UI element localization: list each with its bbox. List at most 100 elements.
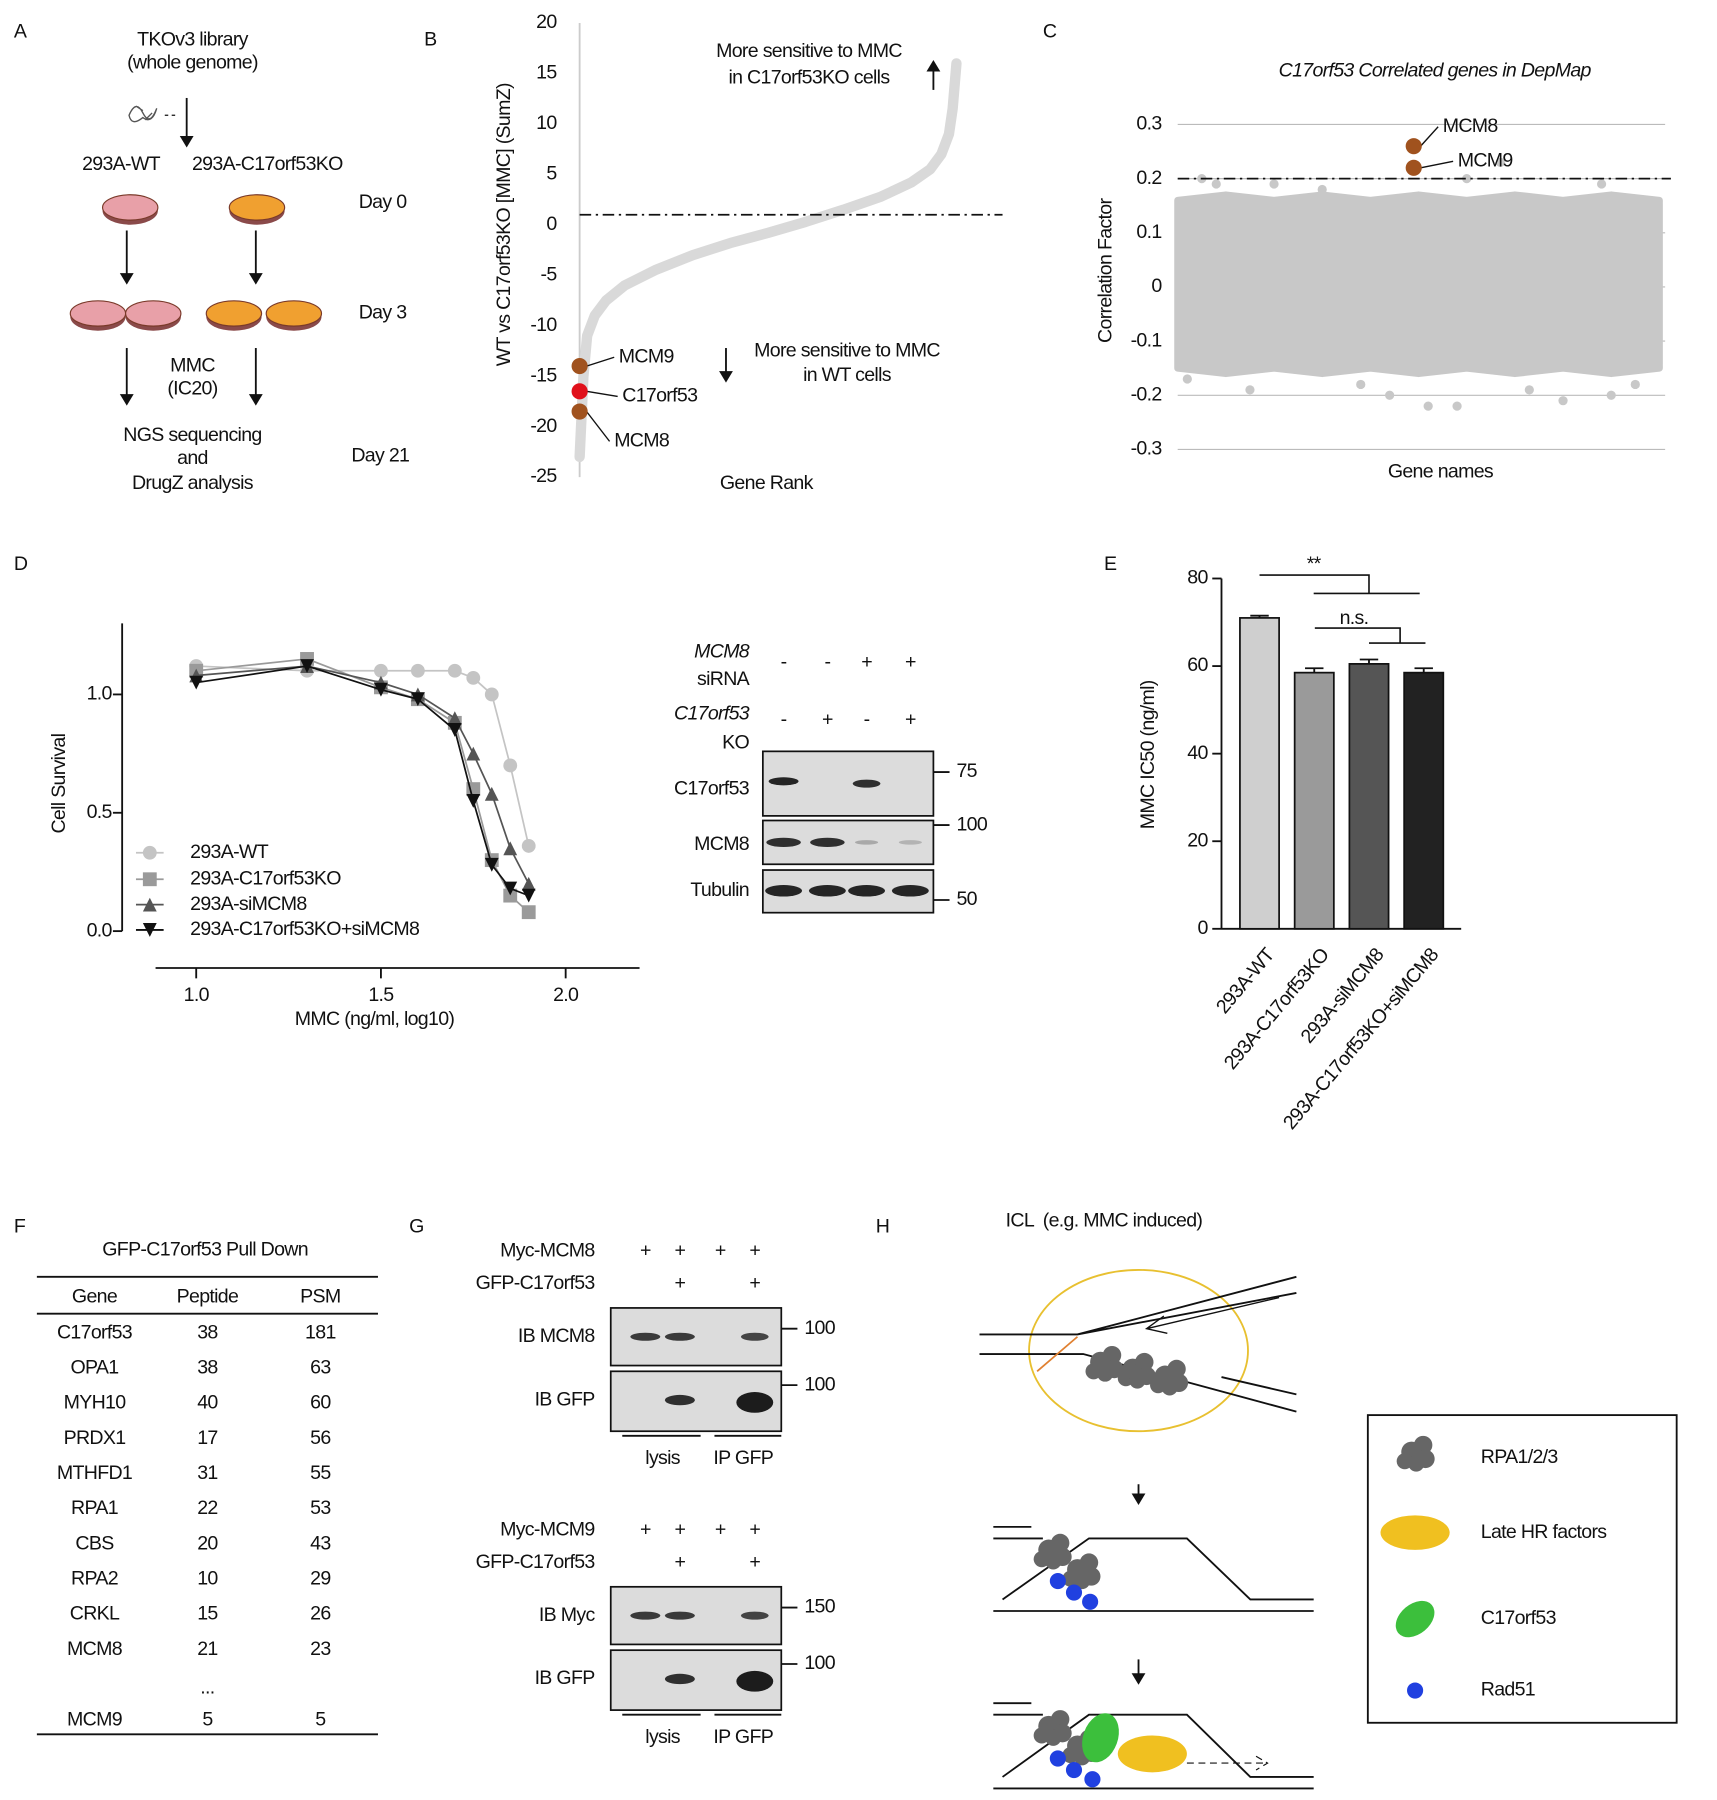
condition-label: KO bbox=[722, 731, 749, 753]
icl-region bbox=[1028, 1268, 1249, 1433]
x-tick-label: 1.0 bbox=[184, 984, 210, 1006]
rad51 bbox=[1049, 1572, 1066, 1590]
data-area bbox=[1174, 191, 1663, 378]
blot-band bbox=[740, 1611, 769, 1620]
workflow-text: NGS sequencing bbox=[123, 424, 261, 446]
blot-band bbox=[664, 1673, 695, 1685]
data-point bbox=[466, 746, 481, 761]
panel-letter: A bbox=[14, 20, 28, 42]
y-tick-label: 10 bbox=[536, 112, 557, 134]
highlight-point bbox=[571, 383, 588, 400]
legend-label: 293A-C17orf53KO+siMCM8 bbox=[190, 918, 420, 940]
blot-band bbox=[664, 1611, 695, 1620]
leader-line bbox=[1420, 160, 1454, 169]
data-point bbox=[503, 758, 518, 773]
y-tick-label: -5 bbox=[541, 263, 558, 285]
blot-band bbox=[898, 840, 922, 845]
arrow-head bbox=[179, 135, 194, 148]
data-point bbox=[466, 670, 481, 685]
table-header: Peptide bbox=[177, 1286, 239, 1308]
x-axis-label: Gene names bbox=[1388, 461, 1494, 483]
lane-sign: + bbox=[675, 1551, 686, 1573]
table-cell: 26 bbox=[310, 1603, 331, 1625]
legend-label: RPA1/2/3 bbox=[1481, 1446, 1559, 1468]
legend-icon bbox=[1380, 1515, 1450, 1550]
data-point bbox=[447, 723, 462, 737]
chart-title: C17orf53 Correlated genes in DepMap bbox=[1279, 60, 1592, 82]
highlight-point bbox=[1405, 138, 1422, 155]
annotation: More sensitive to MMC bbox=[716, 40, 902, 62]
condition-label: Myc-MCM8 bbox=[500, 1240, 595, 1262]
data-point bbox=[1596, 179, 1607, 189]
workflow-text: Day 3 bbox=[359, 302, 407, 324]
rpa-complex bbox=[1150, 1359, 1189, 1396]
y-tick-label: -15 bbox=[530, 364, 557, 386]
y-tick-label: 0 bbox=[1197, 917, 1208, 939]
blot-band bbox=[808, 885, 846, 897]
rpa-blob bbox=[1097, 1365, 1114, 1382]
lane-sign: + bbox=[822, 708, 833, 730]
data-point bbox=[521, 876, 536, 891]
table-ellipsis: ... bbox=[200, 1676, 214, 1698]
legend-label: C17orf53 bbox=[1481, 1607, 1557, 1629]
data-point bbox=[374, 663, 388, 678]
rpa-complex bbox=[1396, 1435, 1435, 1472]
dish bbox=[265, 300, 323, 327]
bar bbox=[1239, 617, 1280, 930]
legend-label: 293A-WT bbox=[190, 841, 269, 863]
y-tick-label: 0 bbox=[1151, 275, 1162, 297]
dish bbox=[69, 300, 127, 327]
bar bbox=[1403, 671, 1445, 930]
table-cell: 15 bbox=[197, 1603, 218, 1625]
bar bbox=[1293, 671, 1335, 930]
table-header: Gene bbox=[72, 1286, 118, 1308]
lane-sign: + bbox=[640, 1240, 651, 1262]
blot-band bbox=[891, 885, 929, 897]
y-tick-label: 0.3 bbox=[1136, 113, 1162, 135]
table-cell: 55 bbox=[310, 1462, 331, 1484]
panel-letter: B bbox=[424, 29, 437, 51]
table-cell: 31 bbox=[197, 1462, 217, 1484]
legend-marker bbox=[142, 845, 157, 860]
y-axis-label: Correlation Factor bbox=[1094, 198, 1116, 343]
blot-band bbox=[810, 837, 845, 847]
data-point bbox=[1356, 379, 1366, 390]
data-point bbox=[410, 663, 425, 678]
fork-arrow bbox=[1144, 1296, 1280, 1334]
table-cell: 21 bbox=[197, 1638, 217, 1660]
group-label: lysis bbox=[645, 1447, 681, 1469]
y-tick-label: 1.0 bbox=[87, 683, 113, 705]
table-cell: 5 bbox=[202, 1709, 213, 1731]
data-point bbox=[1423, 401, 1433, 411]
y-tick-label: 0 bbox=[546, 213, 557, 235]
dish bbox=[125, 300, 182, 327]
y-tick-label: 80 bbox=[1187, 567, 1208, 589]
group-label: lysis bbox=[645, 1726, 681, 1748]
highlight-label: C17orf53 bbox=[622, 385, 698, 407]
table-cell: 23 bbox=[310, 1638, 331, 1660]
workflow-text: Day 21 bbox=[351, 445, 409, 467]
rpa-complex bbox=[1117, 1352, 1156, 1389]
workflow-text: Day 0 bbox=[359, 191, 407, 213]
y-axis-label: Cell Survival bbox=[48, 733, 70, 833]
error-bar bbox=[1305, 667, 1324, 673]
data-point bbox=[484, 857, 499, 872]
annotation: More sensitive to MMC bbox=[754, 340, 940, 362]
table-cell: OPA1 bbox=[70, 1357, 118, 1379]
rpa-complex bbox=[1033, 1710, 1072, 1746]
library-icon-shape bbox=[128, 105, 158, 123]
lane-sign: + bbox=[715, 1519, 726, 1541]
table-cell: 38 bbox=[197, 1321, 218, 1343]
table-cell: 43 bbox=[310, 1532, 331, 1554]
blot-band bbox=[855, 840, 879, 845]
blot-band bbox=[736, 1392, 774, 1413]
legend-label: Late HR factors bbox=[1481, 1521, 1608, 1543]
panel-letter: C bbox=[1043, 20, 1057, 42]
dish bbox=[228, 194, 286, 221]
table-cell: 181 bbox=[305, 1321, 336, 1343]
data-point bbox=[521, 905, 536, 920]
blot-band bbox=[766, 837, 801, 847]
highlight-point bbox=[571, 358, 588, 375]
bar bbox=[1348, 663, 1390, 930]
